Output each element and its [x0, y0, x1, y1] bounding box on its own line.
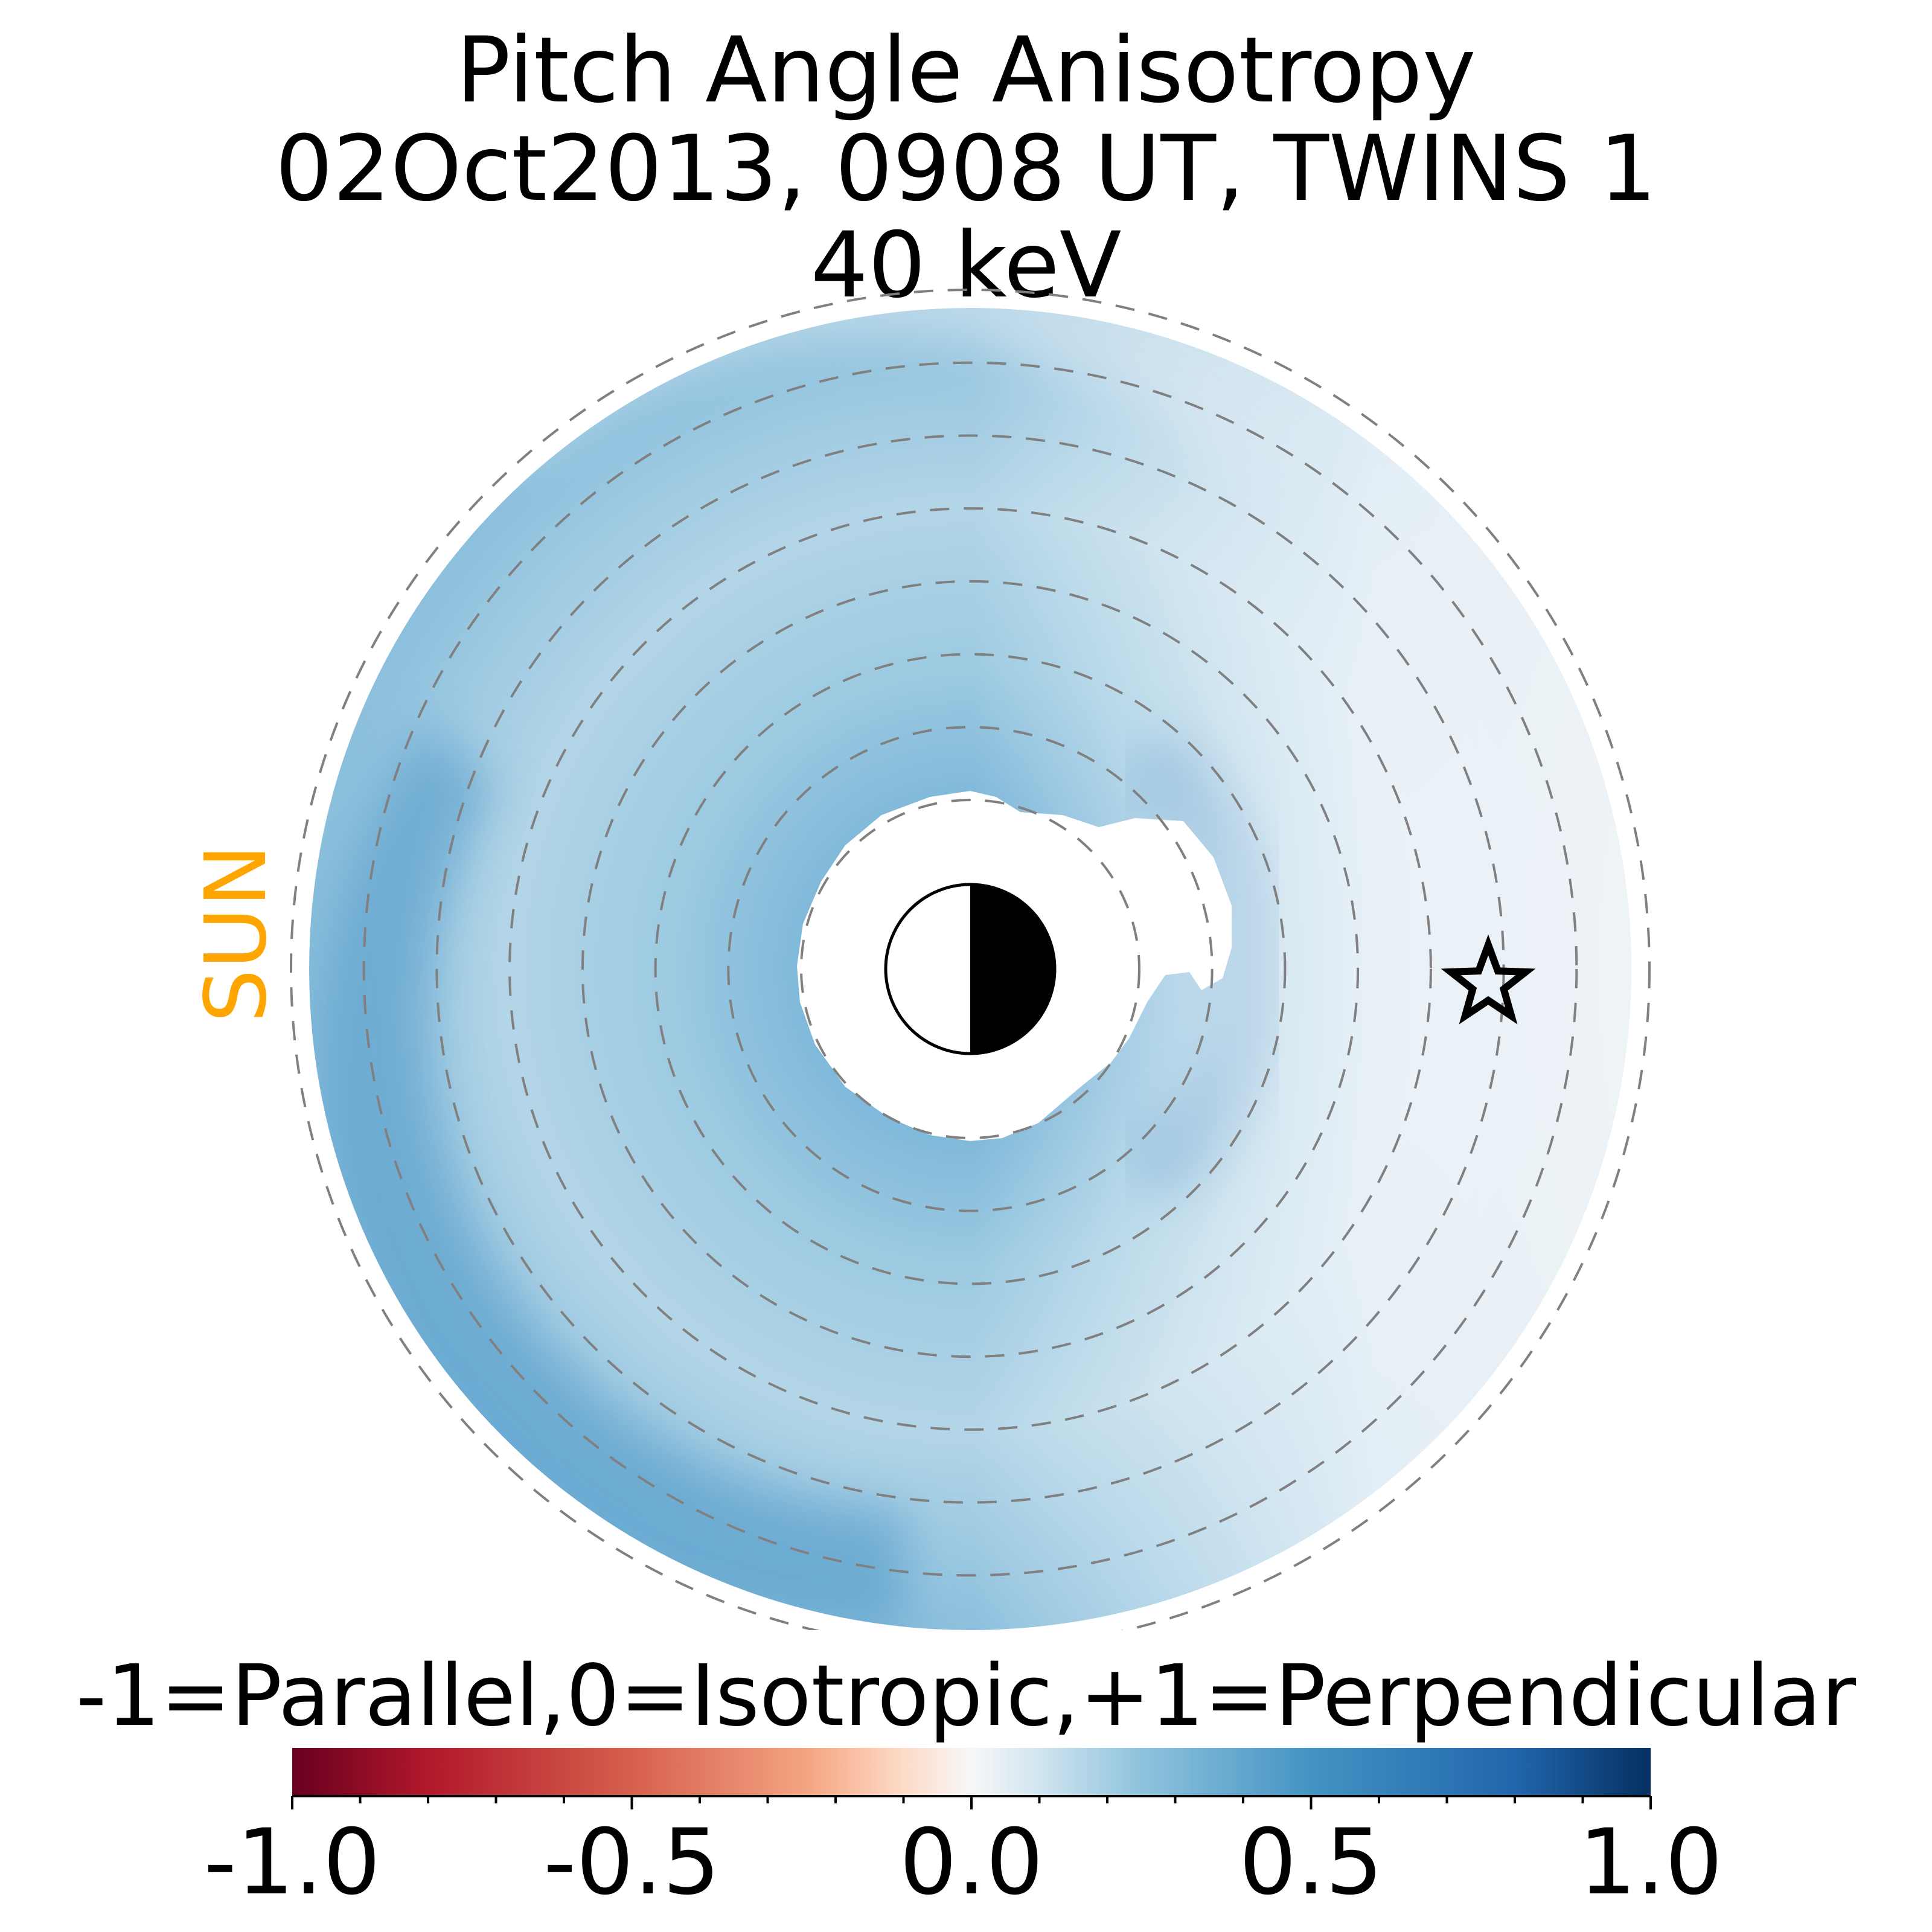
colorbar-tick-label: -0.5: [543, 1810, 720, 1915]
distance-ring: [362, 361, 1578, 1577]
colorbar-tick-label: -1.0: [203, 1810, 381, 1915]
earth-icon: [884, 883, 1057, 1055]
title-line-1: Pitch Angle Anisotropy: [456, 18, 1476, 123]
colorbar-label: -1=Parallel,0=Isotropic,+1=Perpendicular: [75, 1647, 1857, 1745]
colorbar-ticks: [291, 1796, 1652, 1809]
distance-rings: [290, 289, 1651, 1630]
spacecraft-star-icon: [1441, 934, 1536, 1025]
anisotropy-map: [290, 289, 1651, 1630]
earth-night-side: [970, 884, 1055, 1054]
title-line-2: 02Oct2013, 0908 UT, TWINS 1: [275, 117, 1657, 222]
colorbar-tick-label: 0.0: [899, 1810, 1044, 1915]
colorbar-tick-label: 0.5: [1239, 1810, 1383, 1915]
distance-ring: [654, 653, 1287, 1285]
distance-ring: [290, 289, 1651, 1630]
colorbar-tick-label: 1.0: [1578, 1810, 1723, 1915]
distance-ring: [727, 726, 1214, 1212]
distance-ring: [581, 580, 1360, 1358]
title-line-3: 40 keV: [810, 213, 1122, 318]
distance-ring: [508, 507, 1432, 1431]
distance-ring: [800, 799, 1140, 1139]
sun-direction-label: SUN: [187, 843, 286, 1023]
colorbar-gradient: [292, 1748, 1651, 1796]
